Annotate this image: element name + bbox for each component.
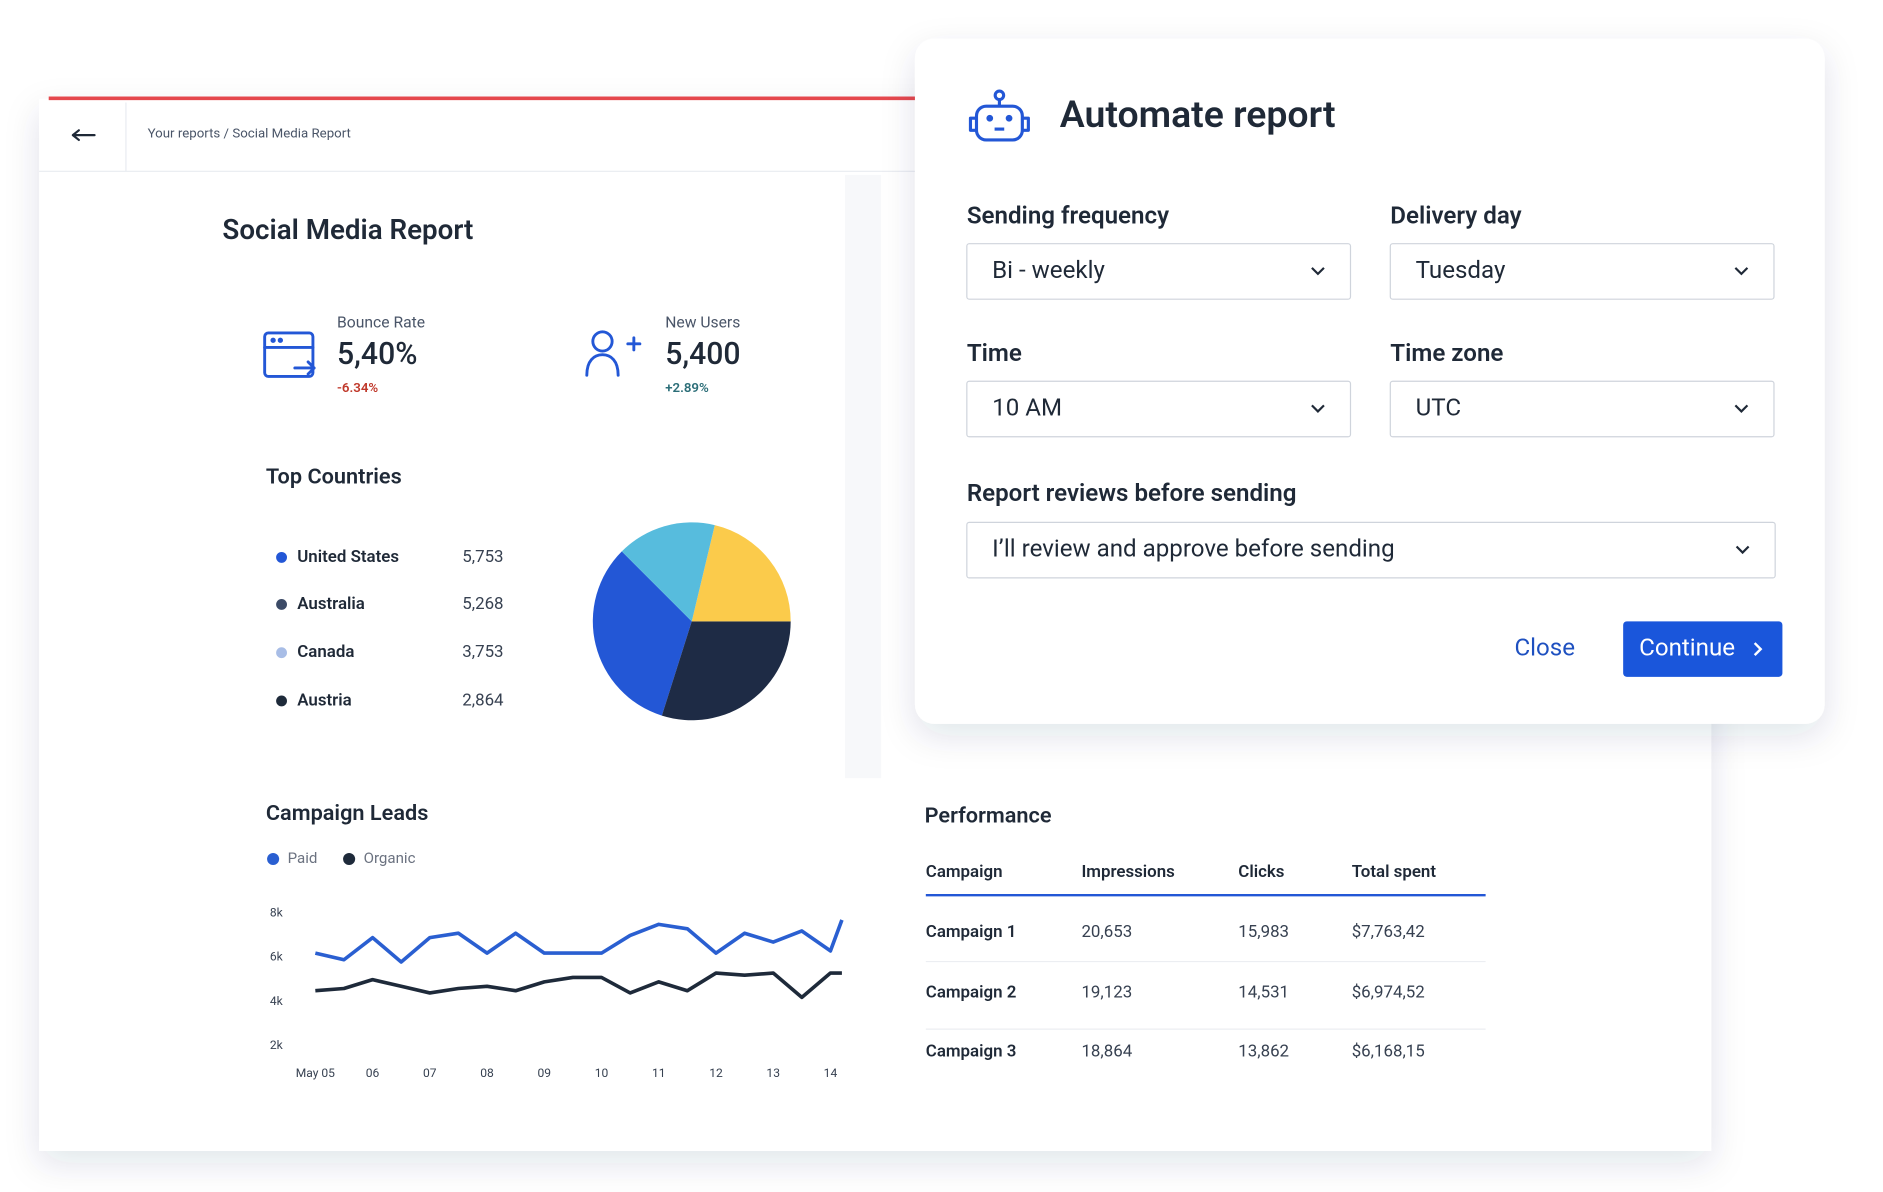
pie-slice [691, 525, 791, 622]
select[interactable] [966, 243, 1352, 300]
continue-button[interactable] [1623, 621, 1783, 677]
legend-label: Australia [297, 594, 365, 614]
x-tick-label: 10 [595, 1066, 609, 1080]
field-label: Time zone [1390, 339, 1503, 367]
y-tick-label: 6k [270, 950, 284, 964]
value-label: 3,753 [462, 642, 503, 662]
pie-slice [592, 551, 692, 716]
back-button[interactable] [71, 129, 96, 142]
chevron [1734, 404, 1749, 413]
x-tick-label: May 05 [296, 1066, 335, 1080]
field-label: Sending frequency [967, 202, 1169, 230]
chevron [1311, 267, 1325, 276]
table-header: Impressions [1081, 862, 1175, 882]
field-label: Delivery day [1390, 202, 1521, 230]
legend-label: Austria [297, 690, 351, 710]
value-label: 5,753 [462, 547, 503, 567]
legend-dot [267, 852, 280, 866]
x-tick-label: 14 [824, 1066, 838, 1080]
select[interactable] [966, 380, 1352, 438]
robot-icon [968, 89, 1030, 142]
y-tick-label: 8k [270, 905, 284, 919]
close-button[interactable]: Close [1514, 633, 1575, 661]
table-cell: 20,653 [1081, 922, 1132, 942]
x-tick-label: 11 [652, 1066, 666, 1080]
legend-label: United States [297, 547, 399, 567]
select-value[interactable]: 10 AM [992, 393, 1062, 421]
accent-line [48, 96, 918, 101]
table-cell: 13,862 [1238, 1042, 1289, 1062]
table-cell: $7,763,42 [1352, 922, 1425, 942]
value-label: 5,268 [462, 594, 503, 614]
legend-dot [276, 695, 287, 707]
table-cell: 19,123 [1081, 982, 1132, 1002]
kpi-label: Bounce Rate [337, 312, 425, 331]
section-title: Top Countries [266, 464, 402, 489]
select-value[interactable]: Bi - weekly [992, 256, 1105, 284]
continue-label[interactable]: Continue [1639, 633, 1735, 661]
table-cell: 18,864 [1081, 1042, 1132, 1062]
legend-dot [276, 551, 287, 563]
y-tick-label: 4k [270, 994, 284, 1008]
line-series [314, 919, 844, 964]
select-value[interactable]: Tuesday [1416, 256, 1506, 284]
table-cell: Campaign 1 [926, 922, 1017, 942]
table-cell: Campaign 3 [926, 1042, 1017, 1062]
table-header: Clicks [1238, 862, 1285, 882]
legend-dot [276, 599, 287, 610]
table-header: Total spent [1352, 862, 1437, 882]
x-tick-label: 09 [538, 1066, 552, 1080]
select[interactable] [1389, 243, 1775, 300]
legend-dot [343, 852, 356, 866]
kpi-change: -6.34% [337, 381, 378, 396]
select[interactable] [966, 521, 1776, 579]
chevron [1735, 545, 1750, 555]
pie-slice [621, 522, 715, 622]
field-label: Report reviews before sending [967, 479, 1297, 507]
table-cell: $6,974,52 [1352, 982, 1425, 1002]
legend-dot [276, 647, 287, 659]
bounce-icon [263, 331, 316, 378]
select-value[interactable]: UTC [1416, 393, 1461, 421]
legend-label: Paid [288, 849, 318, 867]
x-tick-label: 08 [480, 1066, 494, 1080]
table-cell: 14,531 [1238, 982, 1289, 1002]
kpi-change: +2.89% [665, 381, 709, 396]
select-value[interactable]: I’ll review and approve before sending [992, 535, 1394, 563]
x-tick-label: 13 [766, 1066, 780, 1080]
x-tick-label: 07 [423, 1066, 437, 1080]
x-tick-label: 06 [366, 1066, 380, 1080]
kpi-value: 5,400 [665, 337, 740, 372]
breadcrumb: Your reports / Social Media Report [148, 126, 351, 141]
chevron [1734, 267, 1749, 276]
y-tick-label: 2k [270, 1038, 284, 1052]
legend-label: Canada [297, 642, 354, 662]
table-cell: Campaign 2 [926, 982, 1017, 1002]
field-label: Time [967, 339, 1022, 367]
modal-title: Automate report [1060, 93, 1336, 137]
pie-slice [661, 621, 791, 721]
kpi-value: 5,40% [337, 337, 417, 372]
table-header: Campaign [926, 862, 1003, 882]
panel-gap [844, 174, 882, 779]
report-title: Social Media Report [222, 213, 473, 246]
chevron [1311, 404, 1325, 413]
value-label: 2,864 [462, 690, 504, 710]
section-title: Performance [925, 804, 1052, 829]
users-icon [585, 330, 642, 377]
legend-label: Organic [364, 849, 416, 867]
continue-arrow [1753, 642, 1763, 656]
section-title: Campaign Leads [266, 801, 429, 826]
table-cell: $6,168,15 [1352, 1042, 1425, 1062]
line-series [315, 971, 842, 1000]
kpi-label: New Users [665, 312, 740, 331]
x-tick-label: 12 [709, 1066, 723, 1080]
table-cell: 15,983 [1238, 922, 1289, 942]
select[interactable] [1389, 380, 1775, 438]
